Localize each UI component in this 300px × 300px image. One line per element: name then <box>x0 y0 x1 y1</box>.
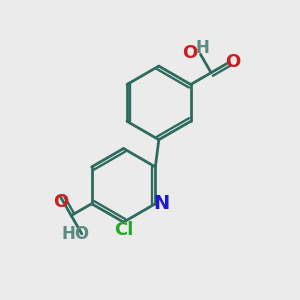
Text: HO: HO <box>61 225 89 243</box>
Text: H: H <box>195 40 209 58</box>
Text: O: O <box>53 194 68 211</box>
Text: Cl: Cl <box>114 221 133 239</box>
Text: O: O <box>225 53 241 71</box>
Text: N: N <box>154 194 170 213</box>
Text: O: O <box>182 44 198 62</box>
